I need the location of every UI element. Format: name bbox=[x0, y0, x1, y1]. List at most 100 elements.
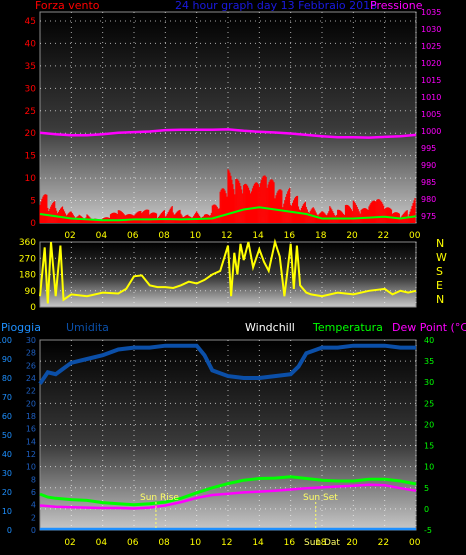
series-pressure bbox=[39, 128, 417, 139]
y-tick-label: 90 bbox=[25, 287, 37, 297]
y-tick-label: 10 bbox=[25, 174, 37, 184]
y-tick-label: 10 bbox=[424, 463, 434, 472]
y-tick-label: 990 bbox=[421, 161, 436, 170]
x-tick-label: 22 bbox=[378, 231, 389, 241]
x-tick-label: 10 bbox=[190, 538, 202, 548]
y-tick-label: 4 bbox=[31, 501, 36, 510]
y-tick-label: 980 bbox=[421, 195, 436, 204]
x-tick-label: 18 bbox=[315, 538, 327, 548]
x-tick-label: 06 bbox=[127, 231, 139, 241]
compass-label: W bbox=[436, 251, 447, 264]
series-humidity bbox=[38, 343, 416, 385]
y-tick-label: 0 bbox=[30, 219, 36, 229]
y-tick-label: 270 bbox=[19, 254, 36, 264]
x-tick-label: 18 bbox=[315, 231, 327, 241]
y-tick-label: 40 bbox=[424, 336, 434, 345]
y-tick-label: 20 bbox=[25, 129, 37, 139]
y-tick-label: 18 bbox=[26, 412, 36, 421]
y-tick-label: 0 bbox=[30, 303, 36, 313]
y-tick-label: 45 bbox=[25, 17, 36, 27]
y-tick-label: 360 bbox=[19, 238, 36, 248]
compass-label: N bbox=[436, 237, 444, 250]
series-direction bbox=[39, 238, 417, 304]
y-tick-label: 15 bbox=[424, 442, 434, 451]
x-tick-label: 04 bbox=[96, 231, 108, 241]
x-tick-label: 10 bbox=[190, 231, 202, 241]
sun-set-label: Sun Set bbox=[303, 493, 338, 503]
y-tick-label: 10 bbox=[2, 507, 12, 516]
gust-bars bbox=[39, 169, 416, 223]
y-tick-label: 5 bbox=[424, 484, 429, 493]
header-left-title: Forza vento bbox=[35, 0, 100, 12]
panel1-right-ticks: 975 980 985 990 995 1000 1005 1010 1015 1020 1025 1… bbox=[421, 8, 441, 221]
y-tick-label: 1000 bbox=[421, 127, 441, 136]
y-tick-label: 35 bbox=[424, 357, 434, 366]
panel2-left-ticks: 0 90 180 270 360 bbox=[19, 238, 36, 313]
y-tick-label: 2 bbox=[31, 513, 36, 522]
y-tick-label: 1025 bbox=[421, 42, 441, 51]
y-tick-label: 30 bbox=[26, 336, 36, 345]
y-tick-label: 80 bbox=[2, 374, 12, 383]
y-tick-label: 14 bbox=[26, 437, 36, 446]
y-tick-label: 100 bbox=[0, 336, 12, 345]
x-tick-label: 14 bbox=[252, 231, 264, 241]
panel1-x-ticks: 02 04 06 08 10 12 14 16 18 20 22 00 bbox=[64, 231, 420, 241]
y-tick-label: 60 bbox=[2, 412, 12, 421]
y-tick-label: 10 bbox=[26, 463, 36, 472]
y-tick-label: 0 bbox=[7, 526, 12, 535]
x-tick-label: 20 bbox=[346, 231, 358, 241]
y-tick-label: 24 bbox=[26, 374, 36, 383]
panel3-right-ticks: -5 0 5 10 15 20 25 30 35 40 bbox=[424, 336, 434, 535]
legend-windchill: Windchill bbox=[245, 321, 295, 334]
series-temperature bbox=[39, 475, 417, 507]
y-tick-label: 15 bbox=[25, 152, 36, 162]
panel3-x-ticks: 02 04 06 08 10 12 14 16 18 20 22 00 bbox=[64, 538, 420, 548]
x-tick-label: 08 bbox=[158, 538, 170, 548]
y-tick-label: 20 bbox=[26, 399, 36, 408]
x-tick-label: 22 bbox=[378, 538, 389, 548]
y-tick-label: 28 bbox=[26, 349, 36, 358]
y-tick-label: 5 bbox=[30, 197, 36, 207]
y-tick-label: 0 bbox=[31, 526, 36, 535]
y-tick-label: 1030 bbox=[421, 25, 441, 34]
header-center-title: 24 hour graph day 13 Febbraio 2018 bbox=[175, 0, 377, 12]
x-tick-label: 16 bbox=[284, 538, 296, 548]
x-tick-label: 00 bbox=[409, 538, 421, 548]
y-tick-label: 20 bbox=[2, 488, 12, 497]
y-tick-label: 35 bbox=[25, 62, 36, 72]
y-tick-label: 1020 bbox=[421, 59, 441, 68]
y-tick-label: 6 bbox=[31, 488, 36, 497]
y-tick-label: 1035 bbox=[421, 8, 441, 17]
y-tick-label: 1005 bbox=[421, 110, 441, 119]
y-tick-label: 1010 bbox=[421, 93, 441, 102]
x-tick-label: 02 bbox=[64, 231, 75, 241]
y-tick-label: 90 bbox=[2, 355, 12, 364]
compass-label: N bbox=[436, 293, 444, 306]
legend-temperatura: Temperatura bbox=[312, 321, 383, 334]
sun-rise-label: Sun Rise bbox=[140, 493, 179, 503]
y-tick-label: 30 bbox=[424, 378, 434, 387]
x-tick-label: 12 bbox=[221, 538, 232, 548]
y-tick-label: 70 bbox=[2, 393, 12, 402]
y-tick-label: 180 bbox=[19, 271, 36, 281]
y-tick-label: 985 bbox=[421, 178, 436, 187]
y-tick-label: 50 bbox=[2, 431, 12, 440]
x-tick-label: 12 bbox=[221, 231, 232, 241]
y-tick-label: 26 bbox=[26, 361, 36, 370]
series-wind-avg bbox=[39, 206, 417, 222]
legend-dewpoint: Dew Point (°C) bbox=[392, 321, 466, 334]
y-tick-label: 30 bbox=[25, 84, 37, 94]
y-tick-label: 1015 bbox=[421, 76, 441, 85]
y-tick-label: 40 bbox=[2, 450, 12, 459]
y-tick-label: 12 bbox=[26, 450, 36, 459]
sun-markers bbox=[155, 502, 317, 530]
x-tick-label: 14 bbox=[252, 538, 264, 548]
x-tick-label: 02 bbox=[64, 538, 75, 548]
compass-label: E bbox=[436, 279, 443, 292]
panel1-grid bbox=[40, 12, 417, 223]
x-tick-label: 20 bbox=[346, 538, 358, 548]
panel1-left-ticks: 0 5 10 15 20 25 30 35 40 45 bbox=[25, 17, 37, 229]
